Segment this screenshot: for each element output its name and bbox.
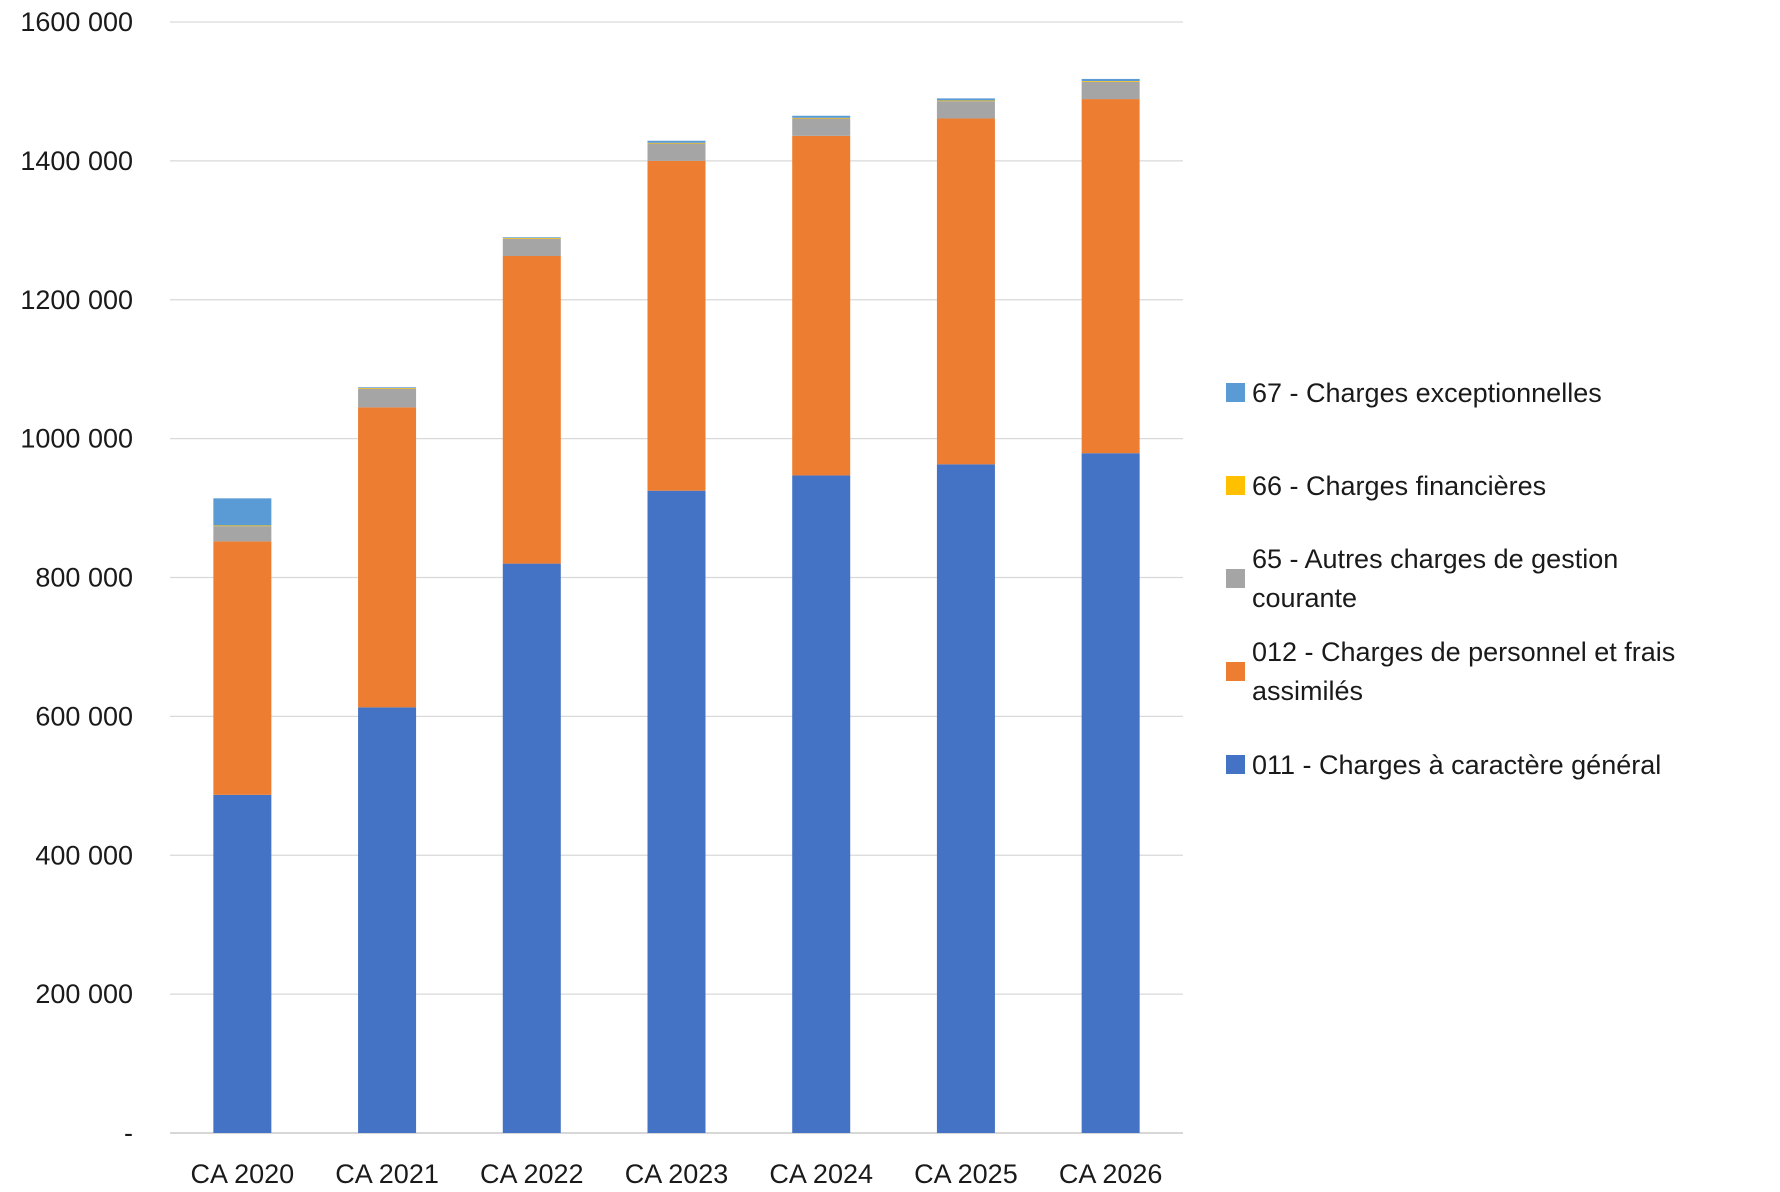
bar-segment [213,498,272,526]
bar-segment [647,140,706,143]
bar-segment [502,237,561,238]
legend-swatch [1226,662,1245,681]
x-tick-label: CA 2022 [480,1159,584,1187]
legend-label: 012 - Charges de personnel et frais assim… [1252,637,1675,706]
bar-segment [936,464,995,1133]
x-tick-label: CA 2020 [191,1159,295,1187]
bar-segment [792,135,851,476]
legend-swatch [1226,476,1245,495]
bar-segment [213,794,272,1133]
bar-segment [358,407,417,708]
legend-label: 011 - Charges à caractère général [1252,750,1661,780]
bar-segment [502,563,561,1133]
x-tick-label: CA 2021 [335,1159,439,1187]
legend-swatch [1226,383,1245,402]
bar-segment [358,707,417,1133]
bar-segment [502,256,561,564]
bar-segment [792,115,851,118]
legend-label: 65 - Autres charges de gestion courante [1252,544,1618,613]
y-tick-label: - [124,1118,133,1148]
bar-segment [1081,78,1140,82]
bar-segment [1081,99,1140,454]
x-tick-label: CA 2025 [914,1159,1018,1187]
bar-segment [358,388,417,408]
bar-segment [1081,81,1140,100]
bar-segment [792,118,851,136]
x-axis-ticks: CA 2020 CA 2021 CA 2022 CA 2023 CA 2024 CA 20… [191,1159,1163,1189]
bar-segment [1081,81,1140,82]
x-tick-label: CA 2024 [769,1159,873,1187]
bar-segment [1081,453,1140,1133]
bar-segment [647,143,706,161]
y-tick-label: 1000 000 [20,424,133,454]
legend-label: 66 - Charges financières [1252,471,1546,501]
y-tick-label: 800 000 [35,563,133,593]
bar-segment [936,101,995,119]
legend: 67 - Charges exceptionnelles 66 - Charges… [1226,378,1675,780]
bar-segment [936,100,995,102]
bar-segment [213,526,272,542]
bar-segment [502,237,561,239]
bar-segment [647,160,706,491]
legend-swatch [1226,755,1245,774]
bar-segment [358,387,417,388]
bar-segment [647,142,706,144]
y-tick-label: 400 000 [35,840,133,870]
bar-segment [502,238,561,257]
bar-segment [936,118,995,465]
bar-segment [647,490,706,1133]
y-axis-ticks: - 200 000 400 000 600 000 800 000 1000 000 120… [20,7,133,1148]
y-tick-label: 1400 000 [20,146,133,176]
y-tick-label: 600 000 [35,701,133,731]
bar-segment [358,387,417,389]
x-tick-label: CA 2026 [1059,1159,1163,1187]
legend-label: 67 - Charges exceptionnelles [1252,378,1602,408]
bar-segment [792,475,851,1133]
y-tick-label: 200 000 [35,979,133,1009]
bar-segment [936,98,995,101]
y-tick-label: 1600 000 [20,7,133,37]
bar-segment [213,525,272,527]
bar-segment [213,541,272,795]
bars [213,78,1140,1133]
x-tick-label: CA 2023 [625,1159,729,1187]
legend-swatch [1226,569,1245,588]
bar-segment [792,117,851,119]
y-tick-label: 1200 000 [20,285,133,315]
